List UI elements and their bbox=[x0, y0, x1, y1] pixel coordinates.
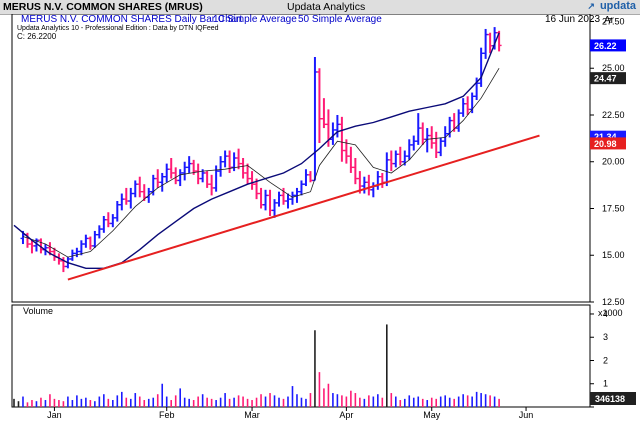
month-label: Apr bbox=[339, 410, 353, 420]
price-tick-label: 25.00 bbox=[602, 63, 625, 73]
volume-tick-label: 4 bbox=[603, 309, 608, 319]
price-axis-label: Ar bbox=[604, 15, 615, 26]
price-volume-chart: MERUS N.V. COMMON SHARES Daily Bar Chart… bbox=[11, 14, 636, 420]
volume-tick-label: 2 bbox=[603, 355, 608, 365]
volume-unit-label: x1000 bbox=[598, 308, 623, 318]
last-price-box bbox=[590, 39, 626, 52]
month-label: Feb bbox=[159, 410, 175, 420]
month-label: Jun bbox=[519, 410, 534, 420]
edition-note: Updata Analytics 10 - Professional Editi… bbox=[17, 25, 219, 32]
support-trendline bbox=[67, 134, 540, 281]
legend-ma10: 10 Simple Average bbox=[213, 14, 297, 25]
volume-tick-label: 1 bbox=[603, 379, 608, 389]
trend-price-box-2 bbox=[590, 137, 626, 150]
volume-label: Volume bbox=[23, 306, 53, 316]
trend-price-box-2-label: 20.98 bbox=[594, 139, 617, 149]
price-tick-label: 15.00 bbox=[602, 250, 625, 260]
month-label: Jan bbox=[47, 410, 62, 420]
window-title: MERUS N.V. COMMON SHARES (MRUS) bbox=[3, 1, 203, 13]
main-price-panel: MERUS N.V. COMMON SHARES Daily Bar Chart… bbox=[11, 14, 626, 420]
price-tick-label: 22.50 bbox=[602, 110, 625, 120]
updata-brand: ↗ updata bbox=[587, 0, 636, 12]
brand-label: updata bbox=[599, 0, 636, 12]
ma50-price-box bbox=[590, 72, 626, 85]
price-tick-label: 27.50 bbox=[602, 16, 625, 26]
chart-date: 16 Jun 2023 bbox=[545, 14, 600, 25]
price-tick-label: 12.50 bbox=[602, 297, 625, 307]
volume-panel: Volume x1000 1 2 3 4 346138 bbox=[11, 304, 636, 408]
chart-icon: ↗ bbox=[587, 1, 595, 11]
price-tick-label: 20.00 bbox=[602, 157, 625, 167]
month-label: May bbox=[423, 410, 441, 420]
last-price-box-label: 26.22 bbox=[594, 41, 617, 51]
trend-price-box-label: 21.34 bbox=[594, 132, 617, 142]
ma50-price-box-label: 24.47 bbox=[594, 74, 617, 84]
window-titlebar: MERUS N.V. COMMON SHARES (MRUS) Updata A… bbox=[0, 0, 640, 15]
price-tick-label: 17.50 bbox=[602, 203, 625, 213]
price-panel-frame bbox=[11, 14, 591, 303]
app-name: Updata Analytics bbox=[287, 1, 366, 13]
volume-value-box bbox=[590, 392, 636, 405]
legend-ma50: 50 Simple Average bbox=[298, 14, 382, 25]
month-label: Mar bbox=[244, 410, 260, 420]
close-readout: C: 26.2200 bbox=[17, 32, 57, 41]
ma50-line bbox=[13, 32, 500, 270]
volume-last-value: 346138 bbox=[595, 394, 625, 404]
ma10-line bbox=[22, 67, 500, 258]
volume-tick-label: 3 bbox=[603, 332, 608, 342]
volume-panel-frame bbox=[11, 304, 591, 408]
chart-heading: MERUS N.V. COMMON SHARES Daily Bar Chart bbox=[21, 14, 243, 25]
